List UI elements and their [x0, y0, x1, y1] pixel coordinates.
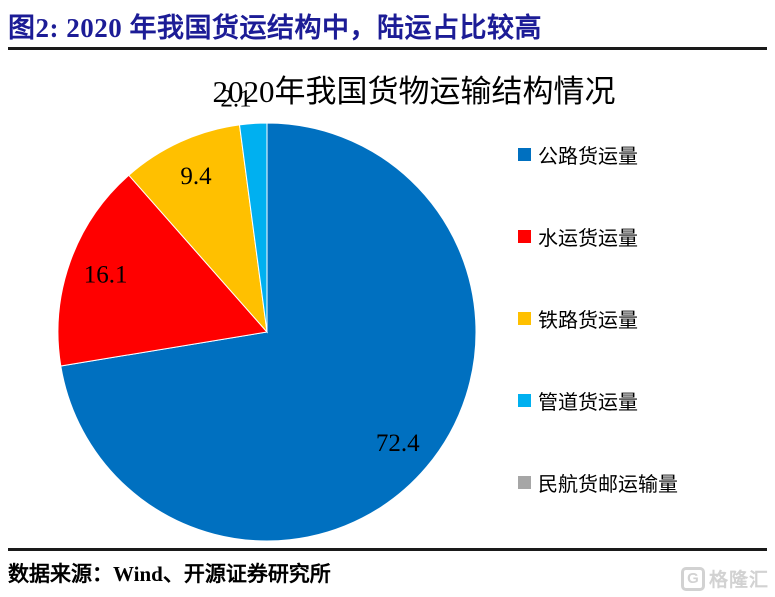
legend-label: 民航货邮运输量	[538, 473, 678, 496]
pie-data-label: 72.4	[376, 430, 420, 457]
pie-data-label: 2.1	[220, 85, 251, 112]
legend-swatch-icon	[518, 229, 531, 243]
legend-swatch-icon	[518, 311, 531, 325]
data-source-text: 数据来源：Wind、开源证券研究所	[8, 562, 331, 586]
gelonghui-watermark: G 格隆汇	[680, 565, 769, 592]
legend-swatch-icon	[518, 147, 531, 161]
legend-label: 水运货运量	[538, 227, 638, 250]
legend-item: 民航货邮运输量	[518, 470, 678, 496]
gelonghui-watermark-label: 格隆汇	[708, 570, 769, 591]
pie-slice	[57, 174, 268, 367]
chart-title: 2020年我国货物运输结构情况	[212, 74, 616, 109]
pie-data-label: 9.4	[180, 163, 212, 190]
legend-label: 铁路货运量	[538, 309, 638, 332]
pie-slice	[128, 124, 268, 334]
legend-label: 公路货运量	[538, 145, 638, 168]
legend-item: 水运货运量	[518, 224, 678, 250]
chart-legend: 公路货运量水运货运量铁路货运量管道货运量民航货邮运输量	[518, 142, 678, 552]
legend-swatch-icon	[518, 393, 531, 407]
footer-divider	[8, 548, 767, 551]
gelonghui-logo-icon: G	[680, 566, 705, 591]
legend-swatch-icon	[518, 475, 531, 489]
pie-chart: 72.4 16.1 9.4 2.1	[57, 85, 477, 542]
pie-slice	[60, 122, 477, 542]
legend-item: 铁路货运量	[518, 306, 678, 332]
pie-data-label: 16.1	[84, 262, 128, 289]
figure-header-title: 图2: 2020 年我国货运结构中，陆运占比较高	[8, 13, 542, 43]
pie-slice	[238, 122, 268, 333]
legend-label: 管道货运量	[538, 391, 638, 414]
legend-item: 管道货运量	[518, 388, 678, 414]
header-divider	[8, 47, 767, 50]
legend-item: 公路货运量	[518, 142, 678, 168]
